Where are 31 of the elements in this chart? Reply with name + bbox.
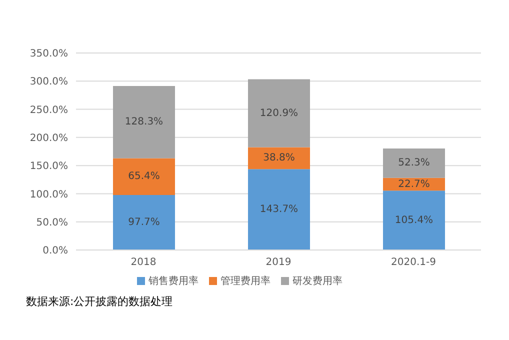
data-label: 143.7%: [260, 204, 298, 216]
y-tick-label: 150.0%: [30, 161, 68, 172]
data-label: 97.7%: [128, 217, 160, 228]
data-label: 120.9%: [260, 108, 298, 119]
bar: [383, 148, 445, 178]
x-tick-label: 2019: [266, 257, 292, 268]
y-tick-label: 100.0%: [30, 189, 68, 200]
data-label: 22.7%: [398, 178, 430, 190]
x-tick-label: 2018: [130, 257, 156, 268]
data-label: 52.3%: [398, 158, 430, 169]
data-label: 38.8%: [263, 152, 295, 164]
y-tick-label: 200.0%: [30, 132, 68, 144]
y-tick-label: 50.0%: [36, 217, 68, 228]
legend-label: 研发费用率: [292, 276, 342, 287]
data-label: 105.4%: [394, 214, 434, 226]
legend-label: 管理费用率: [220, 276, 270, 287]
bar: [248, 79, 310, 148]
source-note: 数据来源:公开披露的数据处理: [26, 294, 174, 309]
y-tick-label: 250.0%: [30, 104, 68, 116]
y-tick-label: 350.0%: [30, 48, 68, 60]
bar: [248, 169, 310, 250]
y-tick-label: 0.0%: [42, 246, 68, 257]
bar: [383, 190, 445, 250]
bar: [113, 158, 175, 196]
bar: [113, 86, 175, 158]
data-label: 128.3%: [124, 116, 164, 128]
x-tick-label: 2020.1-9: [391, 257, 436, 268]
data-label: 65.4%: [128, 171, 160, 182]
y-tick-label: 300.0%: [30, 76, 68, 88]
legend-label: 销售费用率: [148, 276, 198, 287]
bar: [113, 195, 175, 250]
